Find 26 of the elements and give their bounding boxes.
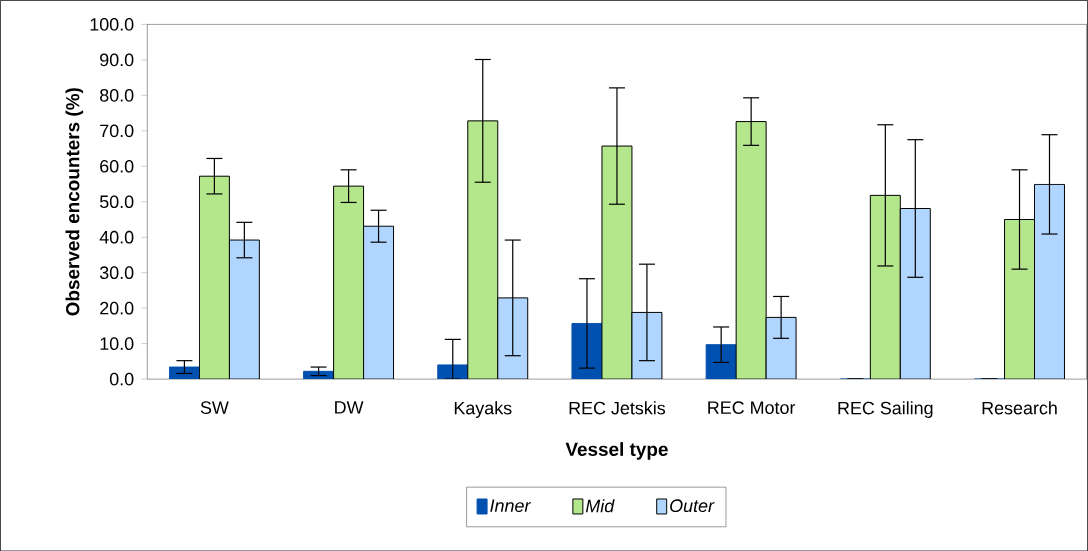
legend-label: Outer (670, 499, 715, 512)
y-tick-label: 90.0 (100, 53, 134, 66)
x-axis-title: Vessel type (565, 441, 668, 460)
legend-label: Mid (585, 498, 615, 513)
bar (303, 370, 335, 379)
y-tick-label: 30.0 (99, 266, 134, 279)
y-tick-label: 10.0 (100, 337, 134, 350)
legend-label: Inner (490, 499, 532, 512)
y-tick-label: 80.0 (100, 88, 134, 102)
y-tick-label: 40.0 (99, 230, 134, 244)
y-tick-label: 20.0 (100, 301, 134, 315)
y-tick-label: 50.0 (99, 195, 134, 208)
y-tick-label: 100.0 (90, 17, 134, 31)
y-tick-label: 60.0 (100, 159, 134, 173)
y-tick-label: 0.0 (109, 372, 134, 386)
x-tick-label: DW (335, 401, 364, 414)
x-tick-label: REC Sailing (838, 401, 933, 418)
x-tick-label: REC Motor (708, 401, 796, 414)
x-tick-label: Kayaks (454, 401, 512, 418)
x-tick-label: REC Jetskis (569, 401, 666, 415)
x-tick-label: Research (982, 401, 1057, 415)
bar (437, 364, 469, 379)
bar (168, 366, 200, 379)
x-tick-label: SW (200, 401, 229, 414)
y-tick-label: 70.0 (100, 124, 134, 137)
y-axis-title: Observed encounters (%) (65, 87, 84, 316)
